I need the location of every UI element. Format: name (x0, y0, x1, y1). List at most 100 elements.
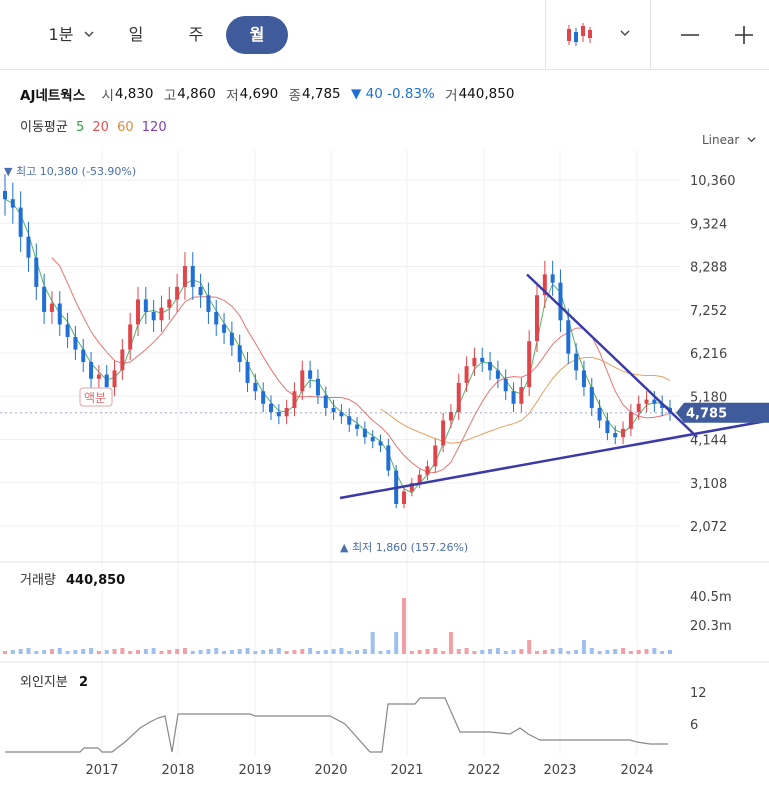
tab-day[interactable]: 일 (116, 16, 156, 54)
trendline-upper (526, 273, 698, 438)
volume-bar (143, 649, 148, 654)
current-price-label: 4,785 (686, 407, 727, 422)
candle-body (503, 378, 508, 392)
ma-60[interactable]: 60 (117, 120, 134, 135)
low-label: 저 (226, 88, 239, 104)
period-select[interactable]: 1분 (26, 16, 96, 54)
candle-body (597, 407, 602, 421)
zoom-in-button[interactable] (726, 16, 762, 54)
candle-body (229, 332, 234, 346)
ma-120[interactable]: 120 (141, 120, 167, 135)
ma-5[interactable]: 5 (75, 120, 85, 135)
foreign-value: 2 (79, 675, 88, 690)
volume-bar (597, 651, 602, 654)
volume-bar (448, 632, 453, 654)
candle-body (448, 412, 453, 421)
candle-body (143, 299, 148, 312)
volume-bar (527, 640, 532, 654)
volume-bar (488, 649, 493, 654)
candle-body (347, 416, 352, 425)
moving-average-line (380, 356, 671, 444)
chart-type-button[interactable] (556, 16, 638, 54)
candle-body (253, 382, 258, 392)
volume-bar (253, 651, 258, 654)
volume-bar (644, 649, 649, 654)
candle-body (378, 441, 383, 446)
scale-select[interactable]: Linear (702, 133, 756, 147)
foreign-tick-label: 6 (690, 718, 698, 733)
y-tick-label: 2,072 (690, 520, 727, 535)
candle-body (120, 349, 125, 371)
x-tick-label: 2021 (390, 763, 423, 778)
volume-bar (229, 650, 234, 654)
volume-bar (222, 651, 227, 654)
ma-20[interactable]: 20 (92, 120, 109, 135)
volume-bar (284, 651, 289, 654)
candle-body (269, 403, 273, 413)
candle-body (331, 407, 336, 413)
volume-bar (417, 650, 422, 654)
candle-body (535, 295, 539, 342)
volume-bar (668, 650, 672, 654)
candle-body (73, 336, 78, 350)
tab-week[interactable]: 주 (176, 16, 216, 54)
volume-bar (331, 649, 336, 654)
candle-body (370, 437, 375, 442)
trendline-lower (339, 419, 767, 500)
y-tick-label: 6,216 (690, 347, 727, 362)
volume-bar (464, 648, 469, 654)
candle-body (34, 257, 39, 287)
split-annotation-box (79, 387, 113, 407)
candle-body (136, 299, 140, 325)
candle-body (409, 483, 414, 492)
candle-body (261, 391, 266, 404)
y-tick-label: 3,108 (690, 477, 727, 492)
candle-body (104, 374, 109, 388)
zoom-out-button[interactable] (672, 16, 708, 54)
volume-bar (96, 651, 101, 654)
volume-bar (386, 650, 391, 654)
candle-body (190, 265, 195, 287)
y-tick-label: 10,360 (690, 174, 736, 189)
volume-bar (613, 649, 618, 654)
volume-bar (402, 598, 406, 654)
candle-body (284, 407, 289, 417)
period-label: 1분 (48, 25, 74, 44)
candle-body (441, 420, 446, 446)
candle-body (519, 387, 524, 404)
foreign-title: 외인지분 (20, 675, 68, 690)
candle-body (402, 491, 406, 504)
candle-body (292, 391, 297, 408)
moving-average-legend: 이동평균 5 20 60 120 (20, 116, 171, 135)
volume-bar (308, 648, 313, 654)
volume-bar (128, 651, 133, 654)
candle-body (566, 320, 571, 354)
candle-body (589, 387, 594, 408)
high-label: 고 (163, 88, 177, 104)
y-tick-label: 4,144 (690, 434, 727, 449)
candle-body (300, 370, 305, 392)
y-tick-label: 7,252 (690, 304, 727, 319)
candle-body (198, 286, 203, 296)
y-tick-label: 9,324 (690, 217, 727, 232)
x-tick-label: 2019 (238, 763, 271, 778)
candle-body (151, 311, 156, 321)
volume-bar (151, 648, 156, 654)
volume-bar (511, 650, 516, 654)
quote-summary: AJ네트웍스 시4,830 고4,860 저4,690 종4,785 ▼ 40 … (20, 84, 520, 106)
volume-bar (237, 649, 242, 654)
volume-bar (167, 650, 172, 654)
candle-body (128, 324, 133, 350)
volume-bar (245, 648, 250, 654)
volume-bar (18, 649, 23, 654)
volume-bar (589, 648, 594, 654)
tab-month[interactable]: 월 (226, 16, 288, 54)
volume-bar (433, 648, 438, 654)
candle-body (527, 341, 532, 388)
candle-body (222, 324, 227, 333)
volume-bar (409, 651, 414, 654)
ma-legend-label: 이동평균 (20, 120, 68, 135)
x-tick-label: 2022 (467, 763, 500, 778)
candle-body (175, 286, 180, 300)
